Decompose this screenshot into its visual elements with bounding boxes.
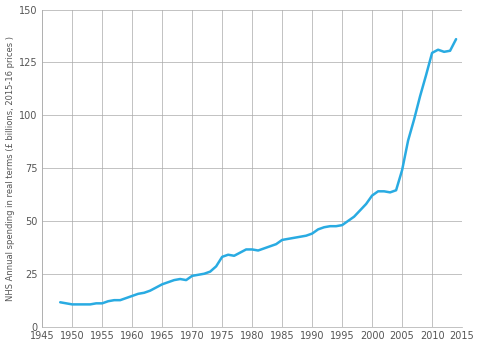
- Y-axis label: NHS Annual spending in real terms (£ billions, 2015-16 prices ): NHS Annual spending in real terms (£ bil…: [6, 36, 14, 301]
